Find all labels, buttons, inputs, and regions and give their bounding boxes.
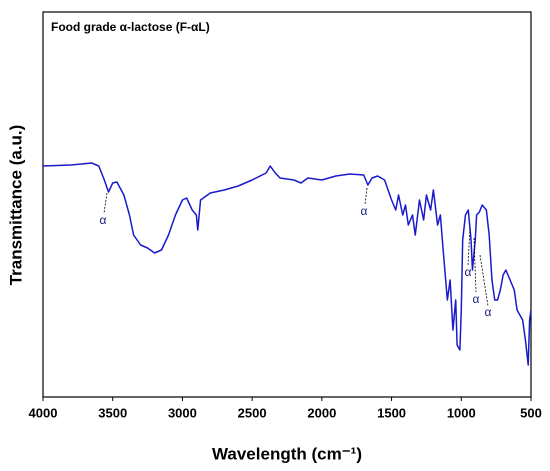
x-tick-label: 3000 — [168, 405, 197, 420]
annotation: α — [100, 213, 107, 227]
x-tick-label: 2500 — [238, 405, 267, 420]
annotation: α — [465, 265, 472, 279]
x-tick-label: 3500 — [98, 405, 127, 420]
annotation-leader — [479, 254, 489, 307]
chart-title: Food grade α-lactose (F-αL) — [51, 20, 210, 34]
y-axis-label: Transmittance (a.u.) — [6, 125, 25, 286]
annotation: α — [361, 204, 368, 218]
annotation-leader — [364, 187, 368, 206]
x-tick-label: 1500 — [377, 405, 406, 420]
annotation-leader — [103, 192, 108, 214]
plot-frame — [42, 11, 532, 398]
x-tick-label: 2000 — [307, 405, 336, 420]
annotation: α — [473, 292, 480, 306]
x-tick-label: 500 — [520, 405, 542, 420]
x-axis-label: Wavelength (cm⁻¹) — [212, 444, 362, 463]
annotation: α — [485, 305, 492, 319]
annotation-leader — [467, 227, 471, 266]
spectrum-line — [42, 162, 532, 366]
x-tick-label: 1000 — [447, 405, 476, 420]
x-tick-label: 4000 — [29, 405, 58, 420]
